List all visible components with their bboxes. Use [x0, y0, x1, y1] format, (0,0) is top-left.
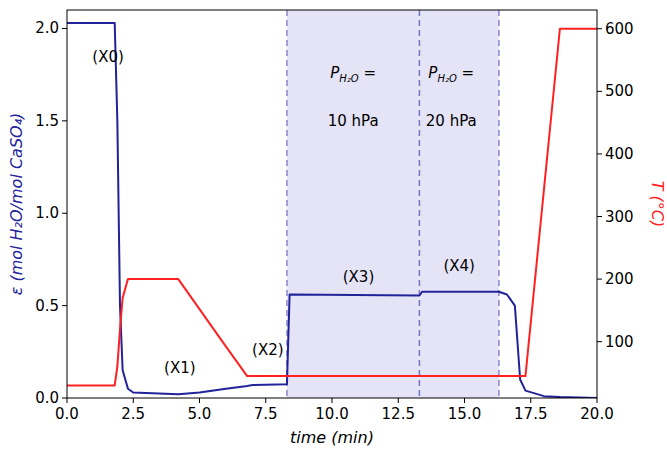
x-tick	[332, 398, 333, 403]
y-tick-label: 1.0	[35, 204, 59, 222]
annotation: (X4)	[443, 257, 475, 275]
y2-tick	[597, 341, 602, 342]
annotation: PH₂O =	[428, 64, 474, 84]
region-edge	[498, 10, 499, 398]
x-tick	[265, 398, 266, 403]
y2-axis-label: T (°C)	[648, 181, 667, 228]
x-tick	[597, 398, 598, 403]
y2-tick	[597, 279, 602, 280]
annotation-suffix: =	[359, 64, 376, 82]
y-tick	[62, 120, 67, 121]
series-line	[67, 29, 597, 386]
annotation: PH₂O =	[330, 64, 376, 84]
annotation-subscript: H₂O	[339, 73, 359, 84]
annotation-suffix: =	[457, 64, 474, 82]
frame	[67, 10, 597, 398]
x-tick	[530, 398, 531, 403]
region-edge	[419, 10, 420, 398]
x-tick-label: 0.0	[55, 405, 79, 423]
y2-tick	[597, 153, 602, 154]
series-line	[67, 23, 597, 398]
y2-tick-label: 100	[605, 333, 634, 351]
y2-tick-label: 400	[605, 145, 634, 163]
y2-tick	[597, 216, 602, 217]
x-tick	[464, 398, 465, 403]
annotation: 10 hPa	[328, 112, 379, 130]
y-tick	[62, 398, 67, 399]
x-tick-label: 7.5	[254, 405, 278, 423]
x-tick	[67, 398, 68, 403]
y2-tick	[597, 28, 602, 29]
y-tick	[62, 28, 67, 29]
region	[287, 10, 420, 398]
y2-tick-label: 600	[605, 20, 634, 38]
y2-tick-label: 200	[605, 270, 634, 288]
chart: 0.0 2.5 5.0 7.5 10.0 12.5 15.0 17.5 20.0 0.0 0.5 1.…	[0, 0, 667, 464]
y-axis-label: ε (mol H₂O/mol CaSO₄)	[7, 113, 26, 296]
x-tick	[199, 398, 200, 403]
y2-tick-label: 300	[605, 208, 634, 226]
x-tick-label: 2.5	[121, 405, 145, 423]
annotation: (X0)	[92, 48, 124, 66]
y-tick-label: 0.0	[35, 389, 59, 407]
x-tick-label: 5.0	[188, 405, 212, 423]
annotation: (X2)	[252, 341, 284, 359]
region	[419, 10, 499, 398]
y-tick-label: 0.5	[35, 297, 59, 315]
y2-tick	[597, 91, 602, 92]
y2-tick-label: 500	[605, 82, 634, 100]
x-tick	[398, 398, 399, 403]
annotation: 20 hPa	[426, 112, 477, 130]
annotation-subscript: H₂O	[437, 73, 457, 84]
y-tick-label: 1.5	[35, 112, 59, 130]
y-tick-label: 2.0	[35, 19, 59, 37]
plot-area	[67, 10, 597, 398]
annotation: (X3)	[343, 268, 375, 286]
y-tick	[62, 213, 67, 214]
x-tick-label: 12.5	[382, 405, 415, 423]
annotation: (X1)	[164, 359, 196, 377]
y-tick	[62, 305, 67, 306]
x-tick	[133, 398, 134, 403]
x-axis-label: time (min)	[290, 428, 374, 447]
x-tick-label: 10.0	[315, 405, 348, 423]
region-edge	[419, 10, 420, 398]
x-tick-label: 15.0	[448, 405, 481, 423]
x-tick-label: 20.0	[580, 405, 613, 423]
x-tick-label: 17.5	[514, 405, 547, 423]
